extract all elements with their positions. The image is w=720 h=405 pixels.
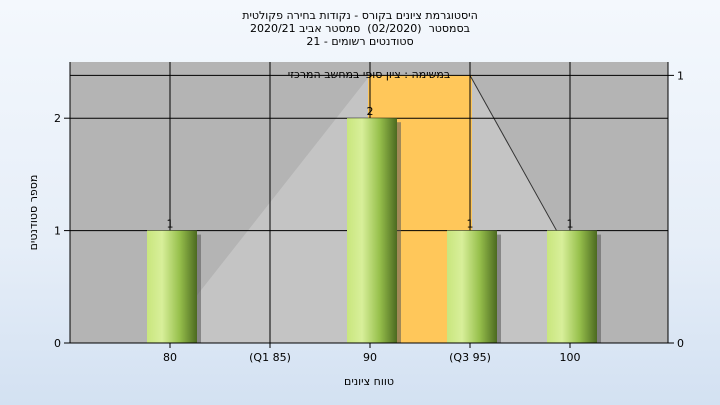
y-axis-label: מספר סטודנטים bbox=[27, 175, 40, 251]
bar bbox=[447, 230, 497, 343]
y2-tick-label: 1 bbox=[677, 69, 684, 82]
y-tick-label: 0 bbox=[54, 337, 61, 350]
bar bbox=[147, 230, 197, 343]
x-axis-label: טווח ציונים bbox=[344, 375, 394, 388]
data-label: 1 bbox=[467, 218, 474, 231]
chart-semester: בסמסטר (02/2020) סמסטר אביב 2020/21 bbox=[249, 22, 471, 35]
data-label: 2 bbox=[367, 105, 374, 118]
y-tick-label: 2 bbox=[54, 112, 61, 125]
y2-tick-label: 0 bbox=[677, 337, 684, 350]
chart-title: היסטוגרמת ציונים בקורס - נקודות בחירה פק… bbox=[242, 9, 478, 22]
data-label: 1 bbox=[167, 218, 174, 231]
bar bbox=[547, 230, 597, 343]
chart-subtitle: במשימה : ציון סופי במחשב המרכזי bbox=[288, 68, 451, 81]
bar bbox=[347, 118, 397, 343]
x-tick-label: (Q1 85) bbox=[249, 351, 291, 364]
x-tick-label: 100 bbox=[560, 351, 581, 364]
y-tick-label: 1 bbox=[54, 225, 61, 238]
x-tick-label: 90 bbox=[363, 351, 377, 364]
data-label: 1 bbox=[567, 218, 574, 231]
chart-enrolled-count: סטודנטים רשומים - 21 bbox=[306, 35, 414, 48]
chart-title-block: היסטוגרמת ציונים בקורס - נקודות בחירה פק… bbox=[0, 9, 720, 48]
x-tick-label: 80 bbox=[163, 351, 177, 364]
distribution-curve-line bbox=[469, 75, 571, 255]
x-tick-label: (Q3 95) bbox=[449, 351, 491, 364]
